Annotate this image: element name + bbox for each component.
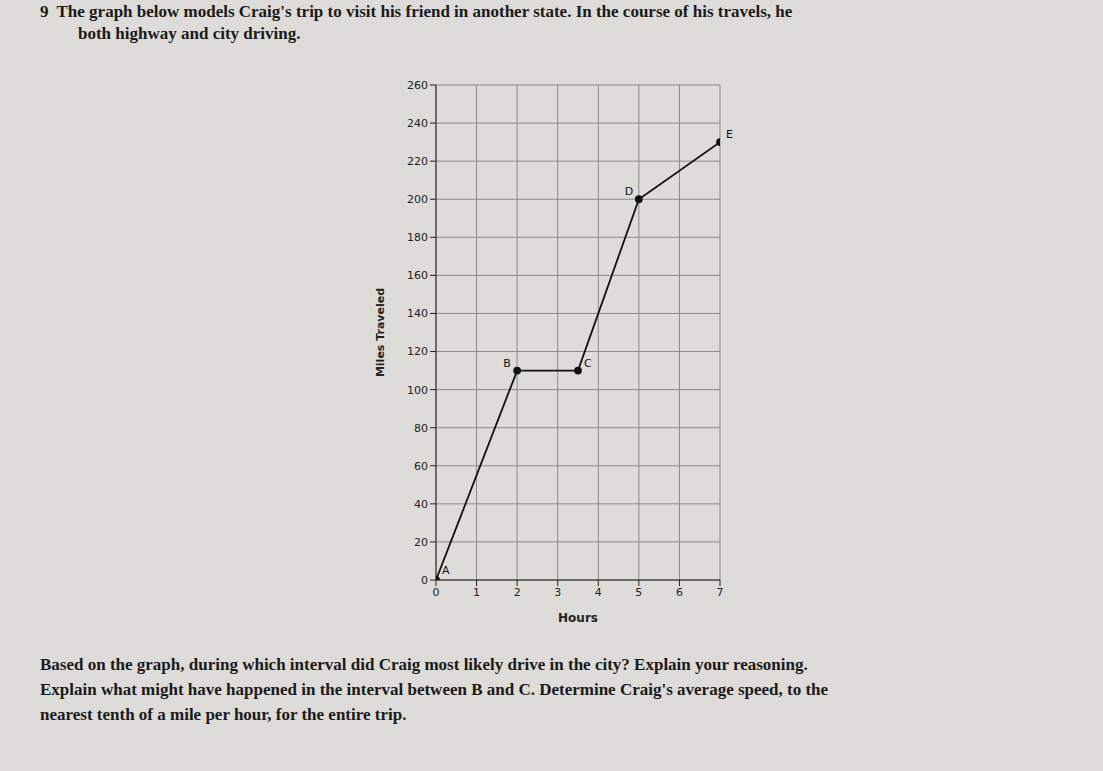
svg-text:0: 0 bbox=[433, 586, 440, 599]
svg-text:40: 40 bbox=[414, 498, 428, 511]
svg-text:B: B bbox=[503, 357, 511, 370]
svg-text:7: 7 bbox=[717, 586, 724, 599]
svg-text:Hours: Hours bbox=[558, 611, 598, 625]
svg-text:200: 200 bbox=[407, 193, 428, 206]
svg-text:D: D bbox=[625, 185, 633, 198]
svg-text:100: 100 bbox=[407, 384, 428, 397]
svg-text:2: 2 bbox=[514, 586, 521, 599]
svg-text:140: 140 bbox=[407, 307, 428, 320]
svg-text:80: 80 bbox=[414, 422, 428, 435]
svg-text:E: E bbox=[726, 128, 733, 141]
html-text:nearest tenth of a mile per ho: nearest tenth of a mile per hour, for th… bbox=[40, 705, 407, 724]
svg-text:3: 3 bbox=[554, 586, 561, 599]
svg-text:5: 5 bbox=[635, 586, 642, 599]
svg-text:20: 20 bbox=[414, 536, 428, 549]
svg-text:120: 120 bbox=[407, 345, 428, 358]
html-text:both highway and city driving.: both highway and city driving. bbox=[78, 24, 301, 43]
svg-text:0: 0 bbox=[421, 574, 428, 587]
html-text:Explain what might have happen: Explain what might have happened in the … bbox=[40, 680, 829, 699]
html-text:The graph below models Craig's: The graph below models Craig's trip to v… bbox=[56, 2, 793, 21]
svg-text:1: 1 bbox=[473, 586, 480, 599]
svg-text:160: 160 bbox=[407, 269, 428, 282]
svg-text:260: 260 bbox=[407, 79, 428, 92]
svg-text:Miles Traveled: Miles Traveled bbox=[374, 288, 387, 377]
svg-text:60: 60 bbox=[414, 460, 428, 473]
svg-text:4: 4 bbox=[595, 586, 602, 599]
svg-text:240: 240 bbox=[407, 117, 428, 130]
html-text:9: 9 bbox=[40, 2, 49, 21]
svg-text:C: C bbox=[584, 357, 592, 370]
html-text:Based on the graph, during whi: Based on the graph, during which interva… bbox=[40, 655, 808, 674]
svg-text:6: 6 bbox=[676, 586, 683, 599]
svg-text:180: 180 bbox=[407, 231, 428, 244]
svg-text:A: A bbox=[442, 564, 450, 577]
svg-text:220: 220 bbox=[407, 155, 428, 168]
